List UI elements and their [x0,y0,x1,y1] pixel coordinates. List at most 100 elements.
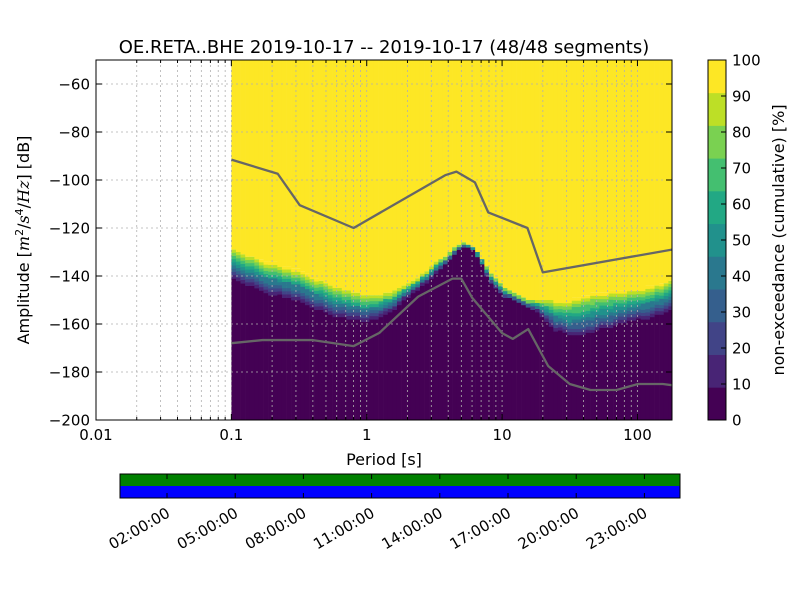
heatmap-column [401,60,407,420]
time-label: 05:00:00 [174,504,241,553]
heatmap-column [355,60,361,420]
heatmap-cell [663,289,669,294]
colorbar-tick-label: 0 [732,412,742,430]
heatmap-cell [631,304,637,309]
heatmap-cell [332,291,338,295]
heatmap-column [516,60,522,420]
heatmap-cell [626,314,632,318]
heatmap-cell [438,60,444,260]
heatmap-cell [258,281,264,285]
heatmap-cell [580,301,586,306]
time-label: 14:00:00 [378,504,445,553]
heatmap-cell [263,286,269,291]
heatmap-cell [263,283,269,287]
heatmap-cell [553,60,559,300]
heatmap-cell [668,284,672,288]
colorbar-label: non-exceedance (cumulative) [%] [769,104,788,375]
heatmap-cell [640,309,646,314]
heatmap-cell [433,267,439,271]
heatmap-cell [622,300,628,304]
heatmap-cell [603,296,609,300]
heatmap-cell [567,303,573,307]
heatmap-cell [318,284,324,288]
heatmap-cell [603,60,609,293]
x-tick-label: 0.01 [79,426,112,444]
heatmap-cell [521,60,527,298]
heatmap-cell [626,324,632,420]
heatmap-cell [585,307,591,312]
heatmap-cell [668,309,672,420]
heatmap-cell [622,319,628,324]
heatmap-cell [392,309,398,420]
heatmap-cell [599,296,605,300]
heatmap-cell [534,312,540,420]
heatmap-cell [249,272,255,277]
heatmap-cell [277,60,283,264]
heatmap-cell [314,278,320,282]
heatmap-cell [364,305,370,309]
heatmap-cell [608,315,614,320]
heatmap-cell [263,60,269,262]
heatmap-cell [337,304,343,308]
heatmap-column [415,60,421,420]
heatmap-cell [659,301,665,306]
heatmap-cell [502,291,508,295]
heatmap-cell [304,60,310,274]
heatmap-cell [534,303,540,307]
heatmap-cell [590,317,596,321]
heatmap-cell [281,297,287,420]
heatmap-cell [295,271,301,276]
colorbar-tick-label: 80 [732,124,751,142]
heatmap-cell [640,288,646,292]
heatmap-cell [318,306,324,310]
heatmap-cell [309,307,315,420]
heatmap-cell [544,303,550,307]
heatmap-cell [272,261,278,266]
heatmap-cell [599,324,605,329]
heatmap-cell [268,281,274,286]
heatmap-cell [659,283,665,287]
heatmap-cell [668,293,672,298]
heatmap-cell [567,300,573,304]
heatmap-cell [355,306,361,310]
heatmap-cell [268,295,274,420]
heatmap-cell [392,60,398,291]
heatmap-cell [249,60,255,257]
heatmap-cell [401,296,407,301]
heatmap-cell [649,304,655,308]
heatmap-cell [295,275,301,279]
heatmap-cell [401,60,407,286]
heatmap-cell [415,284,421,288]
heatmap-cell [249,282,255,286]
heatmap-cell [479,264,485,420]
noise-model-nlnm [231,277,672,392]
heatmap-cell [314,300,320,304]
heatmap-cell [332,313,338,318]
heatmap-cell [511,300,517,420]
heatmap-cell [590,305,596,309]
heatmap-cell [626,317,632,322]
heatmap-cell [350,296,356,300]
heatmap-cell [571,332,577,336]
heatmap-cell [608,331,614,420]
heatmap-cell [341,293,347,298]
availability-present [120,474,680,486]
heatmap-cell [277,297,283,420]
heatmap-cell [263,292,269,420]
heatmap-cell [539,303,545,308]
heatmap-cell [548,300,554,304]
heatmap-cell [645,288,651,293]
heatmap-cell [640,294,646,298]
heatmap-cell [341,306,347,311]
heatmap-cell [337,291,343,295]
heatmap-cell [617,323,623,327]
heatmap-cell [300,302,306,420]
heatmap-column [502,60,508,420]
heatmap-cell [599,60,605,293]
heatmap-cell [659,292,665,297]
heatmap-cell [383,60,389,293]
heatmap-cell [571,307,577,311]
heatmap-cell [369,313,375,317]
heatmap-cell [240,264,246,268]
heatmap-cell [364,308,370,313]
